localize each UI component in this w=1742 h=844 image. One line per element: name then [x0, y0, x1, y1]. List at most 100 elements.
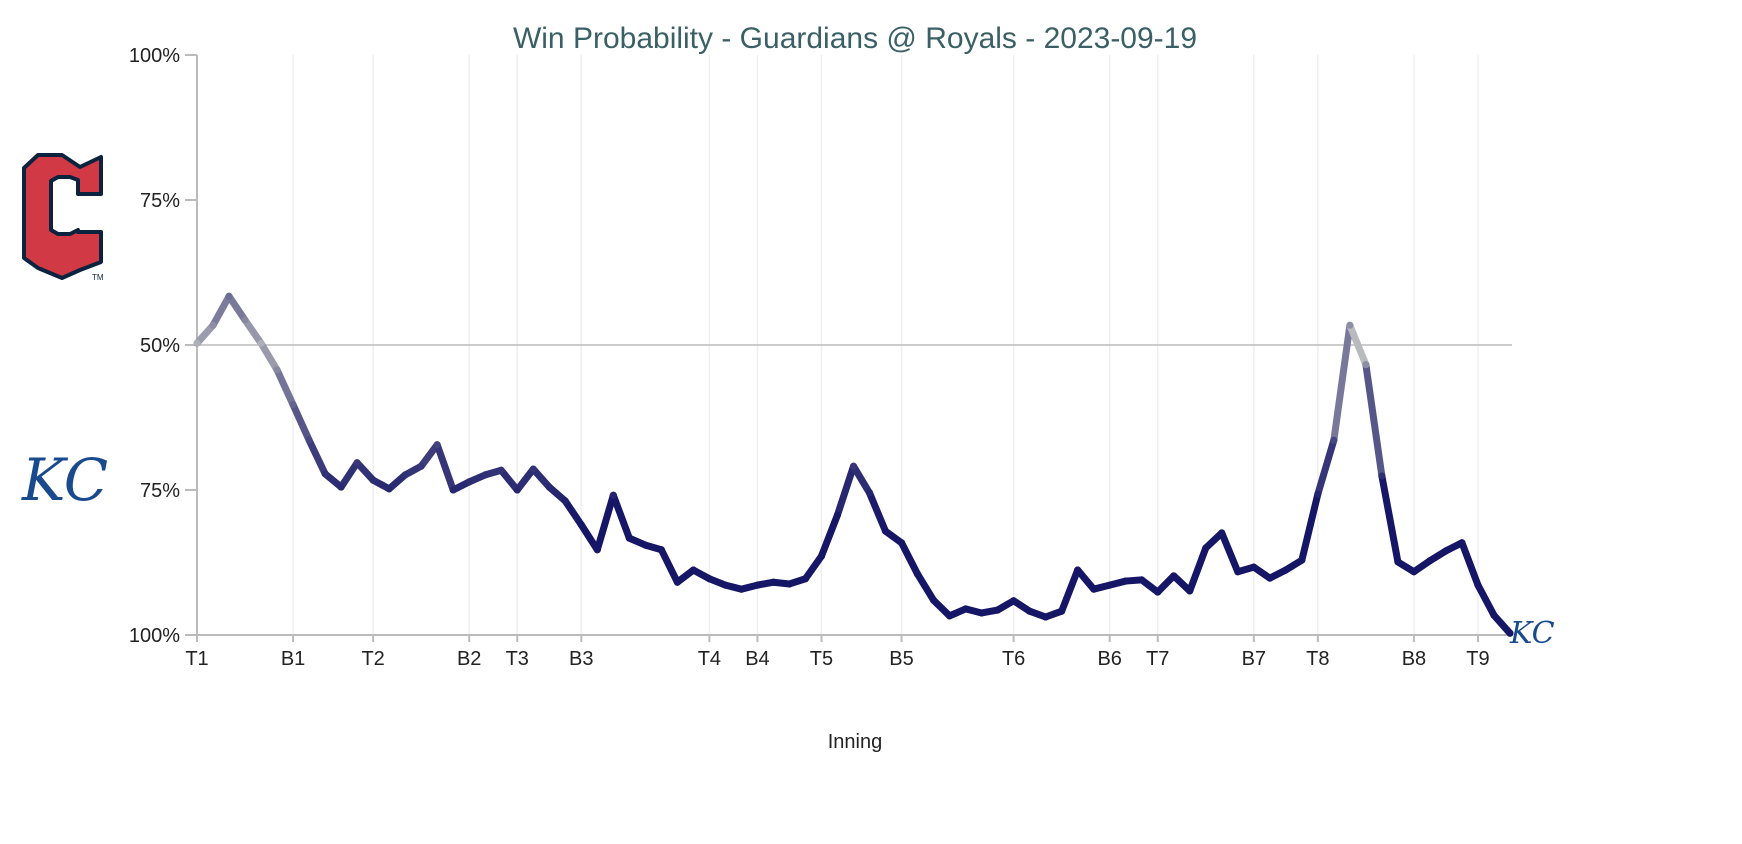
data-point: [866, 489, 874, 497]
data-point: [930, 596, 938, 604]
line-segment: [1314, 436, 1338, 498]
line-segment: [1074, 566, 1098, 593]
line-segment: [1186, 544, 1210, 595]
data-point: [1362, 361, 1370, 369]
line-segment: [657, 546, 681, 586]
data-point: [545, 483, 553, 491]
x-tick-label: T1: [185, 648, 208, 670]
data-point: [946, 612, 954, 620]
line-segment: [914, 570, 938, 604]
svg-text:KC: KC: [21, 446, 108, 514]
y-tick-label: 50%: [140, 335, 180, 357]
data-point: [1266, 574, 1274, 582]
x-tick-label: B7: [1242, 648, 1266, 670]
y-tick-label: 100%: [129, 45, 180, 67]
data-point: [1378, 472, 1386, 480]
data-point: [1026, 607, 1034, 615]
line-segment: [529, 465, 553, 491]
data-point: [1298, 556, 1306, 564]
line-segment: [817, 511, 841, 560]
line-segment: [305, 436, 329, 478]
data-point: [1218, 529, 1226, 537]
data-point: [1314, 490, 1322, 498]
line-segment: [866, 489, 890, 535]
line-segment: [497, 466, 521, 494]
line-segment: [1058, 566, 1082, 615]
line-segment: [593, 491, 617, 554]
data-point: [577, 521, 585, 529]
data-point: [1410, 568, 1418, 576]
data-point: [753, 581, 761, 589]
data-point: [769, 578, 777, 586]
line-segment: [930, 596, 954, 620]
data-point: [449, 486, 457, 494]
data-point: [1490, 611, 1498, 619]
line-segment: [545, 483, 569, 505]
data-point: [833, 511, 841, 519]
svg-text:KC: KC: [1509, 616, 1555, 651]
data-point: [1154, 588, 1162, 596]
x-axis: T1 B1 T2 B2 T3 B3 T4 B4 T5 B5 T6 B6 T7 B7 T8 B8 T9: [185, 635, 1490, 670]
data-point: [1202, 544, 1210, 552]
x-tick-label: T8: [1306, 648, 1329, 670]
data-point: [1186, 587, 1194, 595]
x-tick-label: B4: [745, 648, 769, 670]
x-tick-label: T4: [698, 648, 721, 670]
data-point: [721, 581, 729, 589]
data-point: [737, 585, 745, 593]
data-point: [465, 478, 473, 486]
data-point: [1138, 576, 1146, 584]
data-point: [1426, 557, 1434, 565]
data-point: [433, 441, 441, 449]
data-point: [914, 570, 922, 578]
data-point: [1074, 566, 1082, 574]
line-segment: [225, 292, 249, 324]
line-segment: [513, 465, 537, 494]
data-point: [1458, 539, 1466, 547]
data-point: [337, 483, 345, 491]
line-segment: [609, 491, 633, 542]
line-segment: [337, 459, 361, 491]
data-point: [801, 575, 809, 583]
data-point: [257, 339, 265, 347]
x-tick-label: T2: [361, 648, 384, 670]
data-point: [625, 534, 633, 542]
line-segment: [577, 521, 601, 554]
data-point: [1506, 629, 1514, 637]
line-segment: [833, 462, 857, 519]
line-segment: [1474, 581, 1498, 619]
data-point: [1090, 585, 1098, 593]
data-point: [785, 580, 793, 588]
x-tick-label: T5: [810, 648, 833, 670]
chart-title: Win Probability - Guardians @ Royals - 2…: [513, 22, 1197, 55]
data-point: [241, 316, 249, 324]
data-point: [225, 292, 233, 300]
data-point: [593, 546, 601, 554]
line-segment: [289, 401, 313, 444]
data-point: [353, 459, 361, 467]
data-point: [209, 321, 217, 329]
data-point: [1250, 563, 1258, 571]
line-segment: [417, 441, 441, 470]
x-tick-label: B6: [1097, 648, 1121, 670]
data-point: [1394, 558, 1402, 566]
x-tick-label: B3: [569, 648, 593, 670]
line-segment: [385, 471, 409, 493]
line-segment: [850, 462, 874, 497]
y-tick-label: 75%: [140, 480, 180, 502]
data-point: [1330, 436, 1338, 444]
data-point: [1122, 577, 1130, 585]
data-point: [305, 436, 313, 444]
data-point: [481, 471, 489, 479]
data-point: [705, 575, 713, 583]
line-segment: [273, 366, 297, 409]
data-point: [193, 339, 201, 347]
data-point: [817, 552, 825, 560]
line-segment: [241, 316, 265, 347]
gridlines: [197, 55, 1512, 635]
data-point: [497, 466, 505, 474]
svg-text:TM: TM: [92, 273, 104, 282]
data-point: [417, 462, 425, 470]
royals-logo-end: KC: [1509, 616, 1555, 651]
guardians-logo: TM: [22, 153, 104, 282]
